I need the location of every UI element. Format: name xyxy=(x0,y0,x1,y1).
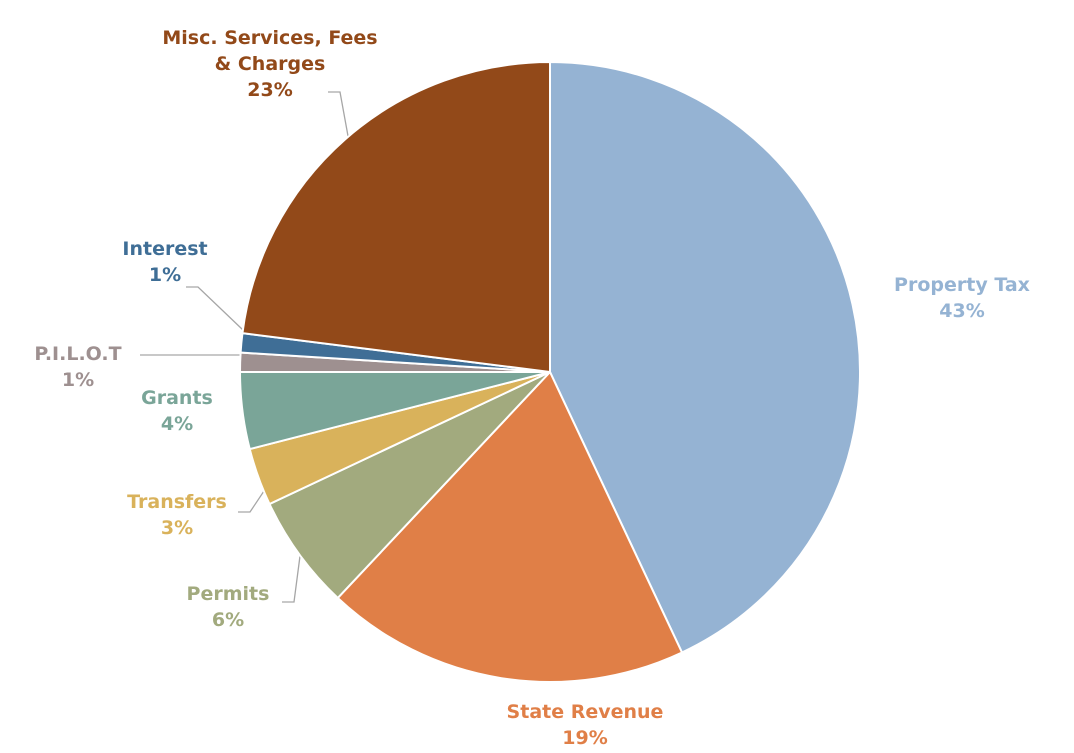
data-label: Interest 1% xyxy=(85,236,245,288)
value-label: 43% xyxy=(939,300,985,322)
data-label: Permits 6% xyxy=(148,581,308,633)
leader-line xyxy=(328,91,349,137)
category-label: Permits xyxy=(186,583,270,605)
category-label: Grants xyxy=(141,387,213,409)
value-label: 19% xyxy=(562,727,608,749)
leader-line xyxy=(282,555,301,603)
data-label: Property Tax 43% xyxy=(832,272,1074,324)
category-label: Transfers xyxy=(127,491,227,513)
value-label: 23% xyxy=(247,79,293,101)
value-label: 6% xyxy=(211,609,245,631)
value-label: 1% xyxy=(148,264,182,286)
leader-line xyxy=(186,286,244,331)
category-label: P.I.L.O.T xyxy=(34,343,122,365)
value-label: 1% xyxy=(61,369,95,391)
data-label: Grants 4% xyxy=(97,385,257,437)
category-label: Misc. Services, Fees & Charges xyxy=(162,27,378,75)
category-label: Property Tax xyxy=(894,274,1030,296)
value-label: 4% xyxy=(160,413,194,435)
data-label: State Revenue 19% xyxy=(455,699,715,751)
category-label: Interest xyxy=(122,238,208,260)
data-label: P.I.L.O.T 1% xyxy=(0,341,158,393)
pie-slice xyxy=(549,60,861,654)
value-label: 3% xyxy=(160,517,194,539)
pie-slice xyxy=(241,60,551,374)
data-label: Transfers 3% xyxy=(97,489,257,541)
category-label: State Revenue xyxy=(506,701,664,723)
data-label: Misc. Services, Fees & Charges 23% xyxy=(160,25,380,103)
pie-slice xyxy=(336,370,684,683)
